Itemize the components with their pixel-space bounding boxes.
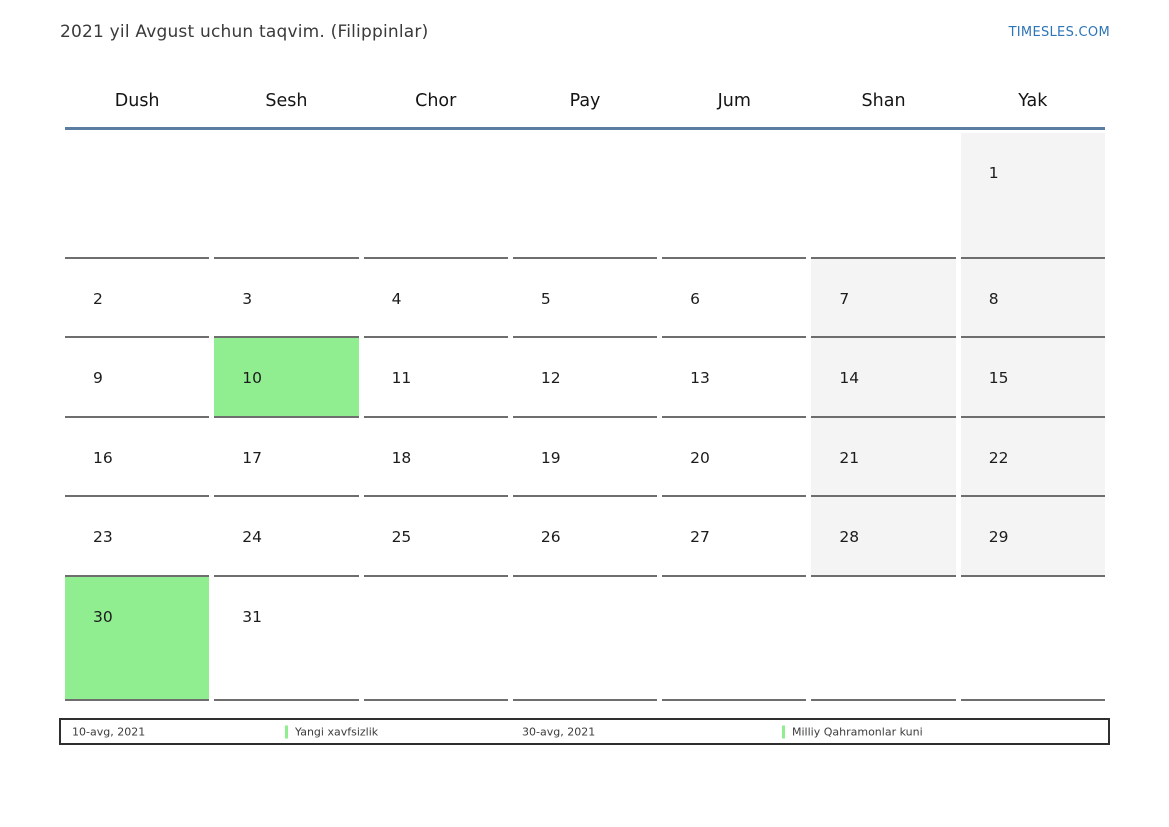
day-cell-29: 29 [960, 497, 1105, 577]
day-cell-5: 5 [512, 259, 658, 338]
timesles-link[interactable]: TIMESLES.COM [1008, 25, 1110, 40]
day-number: 17 [242, 449, 263, 467]
day-number: 14 [839, 369, 860, 387]
day-number: 26 [540, 528, 561, 546]
legend-date-1: 10-avg, 2021 [72, 725, 146, 738]
page-title: 2021 yil Avgust uchun taqvim. (Filippinl… [60, 22, 429, 42]
empty-cell [363, 577, 508, 701]
day-cell-20: 20 [662, 418, 807, 497]
empty-cell [811, 133, 956, 259]
day-cell-28: 28 [811, 497, 956, 577]
day-number: 31 [242, 608, 263, 626]
empty-cell [662, 577, 807, 701]
day-cell-10: 10 [214, 338, 359, 418]
empty-cell [512, 133, 658, 259]
day-cell-27: 27 [662, 497, 807, 577]
weekday-header-pay: Pay [569, 90, 601, 111]
day-number: 15 [988, 369, 1009, 387]
day-cell-19: 19 [512, 418, 658, 497]
day-cell-24: 24 [214, 497, 359, 577]
weekday-header-yak: Yak [1018, 90, 1048, 111]
day-number: 8 [988, 290, 999, 308]
empty-cell [363, 133, 508, 259]
day-number: 11 [391, 369, 412, 387]
weekday-header-jum: Jum [717, 90, 751, 111]
day-cell-2: 2 [65, 259, 210, 338]
day-number: 6 [690, 290, 701, 308]
day-cell-22: 22 [960, 418, 1105, 497]
legend-marker-icon [782, 725, 785, 738]
day-number: 4 [391, 290, 402, 308]
day-number: 3 [242, 290, 253, 308]
empty-cell [65, 133, 210, 259]
empty-cell [512, 577, 658, 701]
day-cell-3: 3 [214, 259, 359, 338]
weekday-header-shan: Shan [861, 90, 906, 111]
day-number: 10 [242, 369, 263, 387]
day-cell-30: 30 [65, 577, 210, 701]
weekday-header-dush: Dush [114, 90, 160, 111]
day-number: 18 [391, 449, 412, 467]
day-cell-16: 16 [65, 418, 210, 497]
day-number: 30 [93, 608, 113, 626]
day-cell-4: 4 [363, 259, 508, 338]
day-cell-8: 8 [960, 259, 1105, 338]
weekday-header-chor: Chor [415, 90, 457, 111]
day-cell-6: 6 [662, 259, 807, 338]
empty-cell [960, 577, 1105, 701]
day-number: 27 [690, 528, 710, 546]
day-cell-13: 13 [662, 338, 807, 418]
day-number: 22 [988, 449, 1009, 467]
day-number: 12 [540, 369, 561, 387]
day-cell-14: 14 [811, 338, 956, 418]
day-cell-9: 9 [65, 338, 210, 418]
day-cell-31: 31 [214, 577, 359, 701]
day-cell-17: 17 [214, 418, 359, 497]
day-cell-26: 26 [512, 497, 658, 577]
day-number: 5 [540, 290, 551, 308]
empty-cell [811, 577, 956, 701]
day-cell-11: 11 [363, 338, 508, 418]
day-cell-15: 15 [960, 338, 1105, 418]
legend-date-2: 30-avg, 2021 [522, 725, 596, 738]
calendar-grid: 1 2 3 4 5 6 7 8 9 10 11 12 13 14 15 16 17 18 19 20 21 22 23 24 2… [65, 133, 1105, 701]
day-cell-18: 18 [363, 418, 508, 497]
day-cell-12: 12 [512, 338, 658, 418]
day-number: 20 [690, 449, 710, 467]
legend-label-1: Yangi xavfsizlik [295, 725, 379, 738]
holiday-legend: 10-avg, 2021 Yangi xavfsizlik 30-avg, 20… [59, 718, 1110, 745]
legend-label-2: Milliy Qahramonlar kuni [792, 725, 923, 738]
day-number: 16 [93, 449, 113, 467]
day-number: 29 [988, 528, 1009, 546]
day-number: 1 [988, 164, 999, 182]
empty-cell [662, 133, 807, 259]
day-number: 9 [93, 369, 103, 387]
weekday-header-row: Dush Sesh Chor Pay Jum Shan Yak [65, 74, 1105, 130]
day-number: 28 [839, 528, 860, 546]
empty-cell [214, 133, 359, 259]
weekday-header-sesh: Sesh [265, 90, 308, 111]
day-cell-7: 7 [811, 259, 956, 338]
day-number: 24 [242, 528, 263, 546]
day-number: 7 [839, 290, 850, 308]
legend-marker-icon [285, 725, 288, 738]
day-cell-21: 21 [811, 418, 956, 497]
day-number: 19 [540, 449, 561, 467]
day-cell-25: 25 [363, 497, 508, 577]
day-number: 23 [93, 528, 113, 546]
day-cell-1: 1 [960, 133, 1105, 259]
day-cell-23: 23 [65, 497, 210, 577]
day-number: 21 [839, 449, 860, 467]
day-number: 13 [690, 369, 710, 387]
day-number: 25 [391, 528, 412, 546]
day-number: 2 [93, 290, 103, 308]
